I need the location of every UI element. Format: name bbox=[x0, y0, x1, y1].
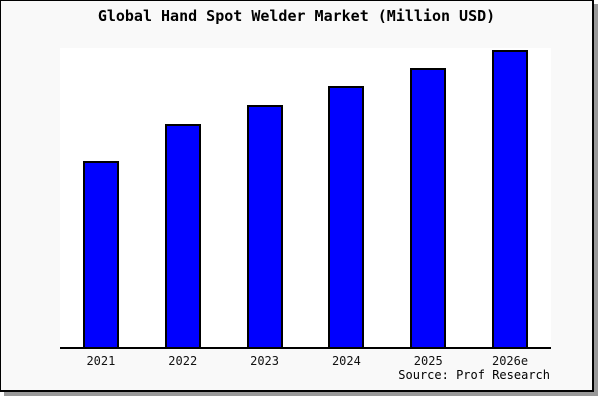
x-tick-2025: 2025 bbox=[413, 354, 443, 368]
bar-2024 bbox=[328, 86, 365, 347]
bars-row bbox=[60, 48, 551, 347]
x-tick-2024: 2024 bbox=[331, 354, 361, 368]
bar-slot-2023 bbox=[224, 48, 306, 347]
bar-slot-2021 bbox=[60, 48, 142, 347]
x-axis-tick-row: 2021 2022 2023 2024 2025 2026e bbox=[60, 354, 551, 368]
bar-2025 bbox=[410, 68, 447, 347]
x-tick-2022: 2022 bbox=[168, 354, 198, 368]
chart-frame: Global Hand Spot Welder Market (Million … bbox=[0, 0, 594, 392]
bar-2026e bbox=[492, 50, 529, 347]
x-tick-2021: 2021 bbox=[86, 354, 116, 368]
chart-title: Global Hand Spot Welder Market (Million … bbox=[97, 7, 496, 25]
plot-area bbox=[60, 48, 551, 349]
bar-slot-2022 bbox=[142, 48, 224, 347]
bar-2021 bbox=[82, 161, 119, 347]
bar-slot-2026e bbox=[469, 48, 551, 347]
bar-slot-2024 bbox=[305, 48, 387, 347]
bar-slot-2025 bbox=[387, 48, 469, 347]
x-tick-2026e: 2026e bbox=[491, 354, 529, 368]
bar-2022 bbox=[164, 124, 201, 347]
x-tick-2023: 2023 bbox=[250, 354, 280, 368]
source-note: Source: Prof Research bbox=[398, 368, 550, 382]
bar-2023 bbox=[246, 105, 283, 347]
